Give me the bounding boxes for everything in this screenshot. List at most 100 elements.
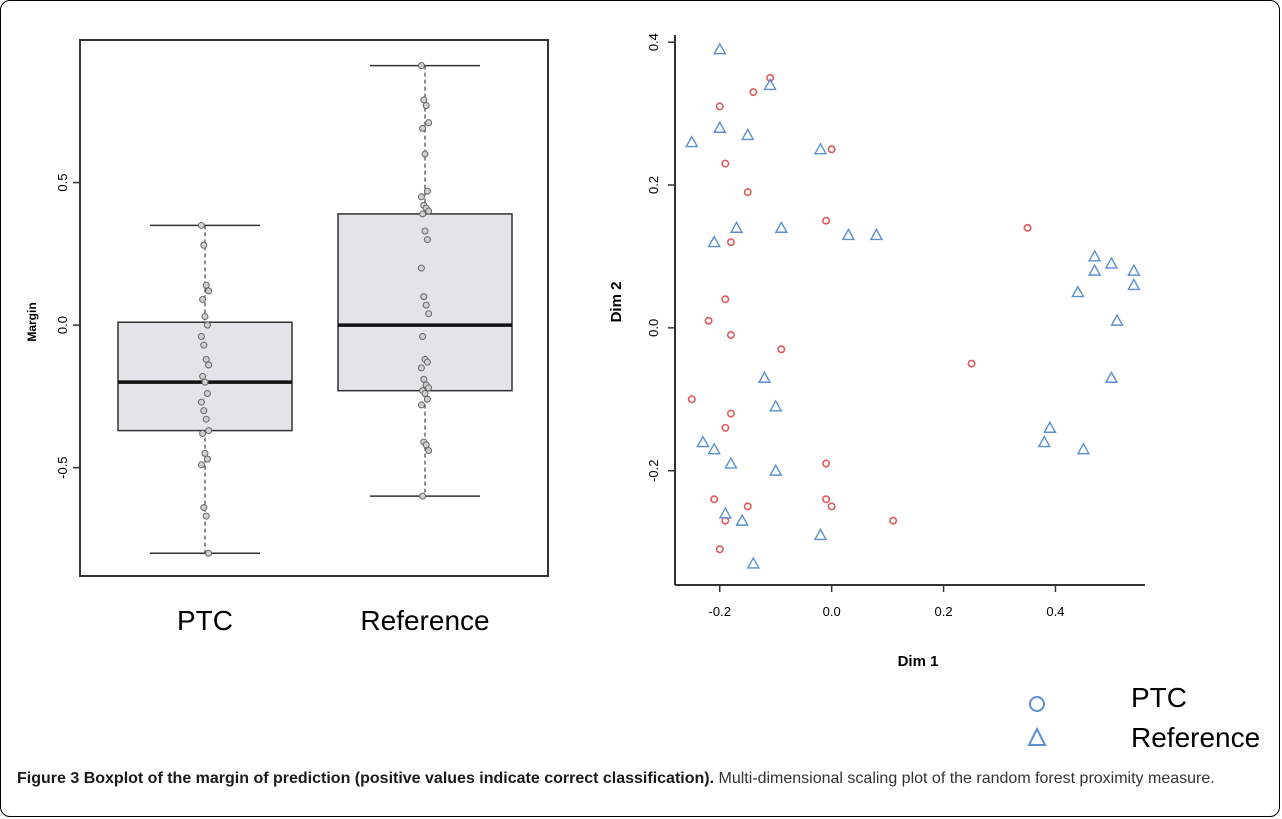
reference-point xyxy=(1104,370,1119,383)
caption-bold-text: Boxplot of the margin of prediction (pos… xyxy=(83,770,715,787)
box-data-point xyxy=(197,221,205,229)
scatter-y-tick-label: 0.4 xyxy=(646,33,661,51)
legend-reference-marker xyxy=(1027,726,1047,746)
ptc-point xyxy=(827,502,836,511)
boxplot-y-tick-label: 0.5 xyxy=(55,174,70,192)
reference-point xyxy=(1104,256,1119,269)
box-data-point xyxy=(420,293,428,301)
reference-point xyxy=(696,435,710,448)
box-data-point xyxy=(417,364,425,372)
box-data-point xyxy=(201,449,209,457)
boxplot-y-label: Margin xyxy=(25,302,39,341)
box-data-point xyxy=(425,384,433,392)
box-data-point xyxy=(201,378,209,386)
box-data-point xyxy=(423,395,431,403)
box-data-point xyxy=(421,150,429,158)
box-data-point xyxy=(419,333,427,341)
box-data-point xyxy=(421,390,429,398)
box-data-point xyxy=(423,236,431,244)
boxplot-panel: Margin -0.5 0.0 0.5 PTC Reference xyxy=(25,39,549,636)
box-data-point xyxy=(202,415,210,423)
box-data-point xyxy=(199,372,207,380)
ptc-point xyxy=(822,495,831,504)
scatter-y-label: Dim 2 xyxy=(608,282,625,323)
box-data-point xyxy=(417,193,425,201)
ptc-point xyxy=(721,423,730,432)
reference-point xyxy=(769,463,783,476)
ptc-point xyxy=(822,216,831,225)
box-data-point xyxy=(203,455,211,463)
box-data-point xyxy=(419,492,427,500)
ptc-point xyxy=(726,238,735,247)
scatter-ticks: -0.2 0.0 0.2 0.4 -0.2 0.0 0.2 0.4 xyxy=(646,33,1065,619)
box-data-point xyxy=(200,241,208,249)
box-data-point xyxy=(421,227,429,235)
legend-reference-label: Reference xyxy=(1131,722,1260,753)
boxplot-plot-area xyxy=(79,39,549,577)
box-data-point xyxy=(200,504,208,512)
box-data-point xyxy=(200,407,208,415)
box-data-point xyxy=(203,390,211,398)
reference-point xyxy=(741,128,755,141)
reference-point xyxy=(1071,285,1085,298)
ptc-point xyxy=(743,188,752,197)
box-data-point xyxy=(422,301,430,309)
box-data-point xyxy=(420,96,428,104)
boxplot-category-label: PTC xyxy=(177,605,233,636)
box-data-point xyxy=(203,321,211,329)
ptc-point xyxy=(743,502,752,511)
box-data-point xyxy=(205,361,213,369)
ptc-point xyxy=(721,295,730,304)
reference-point xyxy=(1127,263,1141,276)
box-data-point xyxy=(417,62,425,70)
scatter-x-tick-label: 0.0 xyxy=(823,604,841,619)
scatter-legend: PTC Reference xyxy=(1027,682,1260,753)
reference-point xyxy=(685,135,699,148)
boxplot-boxes xyxy=(117,62,513,557)
reference-point xyxy=(763,78,777,91)
caption-text: Multi-dimensional scaling plot of the ra… xyxy=(718,770,1215,787)
box-data-point xyxy=(423,187,431,195)
box-data-point xyxy=(205,549,213,557)
box-data-point xyxy=(417,401,425,409)
box-data-point xyxy=(205,427,213,435)
ptc-point xyxy=(822,459,831,468)
box-data-point xyxy=(425,447,433,455)
reference-point xyxy=(757,370,772,383)
ptc-point xyxy=(967,359,976,368)
ptc-point xyxy=(715,545,724,554)
box-data-point xyxy=(422,102,430,110)
figure-canvas: Margin -0.5 0.0 0.5 PTC Reference -0.2 0.0 0.… xyxy=(25,33,1260,753)
reference-point xyxy=(746,556,761,569)
reference-point xyxy=(713,42,727,55)
ptc-point xyxy=(777,345,786,354)
legend-ptc-label: PTC xyxy=(1131,682,1187,713)
reference-point xyxy=(724,456,738,469)
reference-point xyxy=(841,228,856,241)
boxplot-y-ticks: -0.5 0.0 0.5 xyxy=(55,174,80,479)
reference-point xyxy=(769,399,783,412)
reference-point xyxy=(1087,263,1102,276)
ptc-point xyxy=(1023,223,1032,232)
box-data-point xyxy=(202,355,210,363)
reference-point xyxy=(1037,435,1051,448)
boxplot-category-label: Reference xyxy=(360,605,489,636)
box-data-point xyxy=(199,295,207,303)
box-data-point xyxy=(425,310,433,318)
scatter-y-tick-label: 0.0 xyxy=(646,319,661,337)
ptc-point xyxy=(710,495,719,504)
reference-point xyxy=(707,235,721,248)
reference-point xyxy=(869,228,884,241)
boxplot-y-tick-label: 0.0 xyxy=(55,316,70,334)
reference-point xyxy=(718,506,733,519)
reference-point xyxy=(713,120,727,133)
box-data-point xyxy=(417,264,425,272)
box-data-point xyxy=(197,398,205,406)
ptc-point xyxy=(766,73,775,82)
ptc-point xyxy=(721,159,730,168)
reference-point xyxy=(813,142,828,155)
ptc-point xyxy=(715,102,724,111)
boxplot-y-tick-label: -0.5 xyxy=(55,456,70,478)
box-data-point xyxy=(425,207,433,215)
box-data-point xyxy=(205,287,213,295)
